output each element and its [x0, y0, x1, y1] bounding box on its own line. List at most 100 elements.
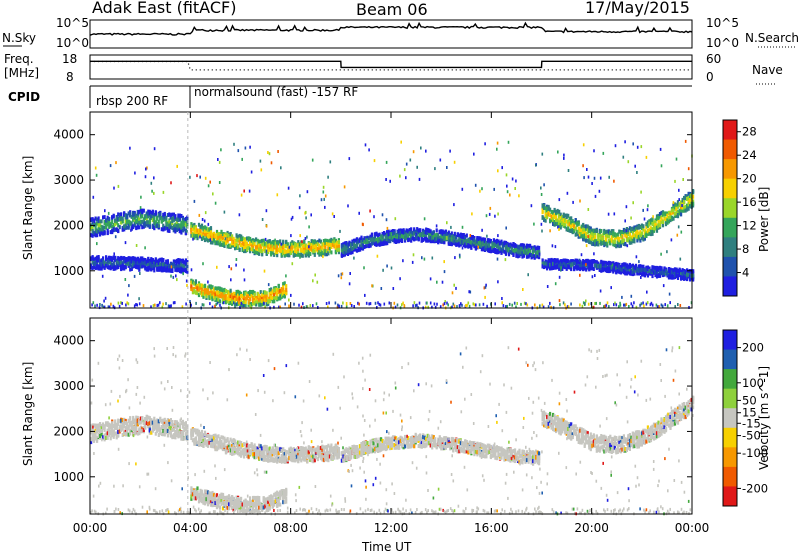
- power-cell: [277, 150, 279, 153]
- power-cell: [286, 245, 289, 250]
- power-cell: [616, 266, 619, 270]
- power-cell: [676, 212, 680, 217]
- power-cell: [194, 279, 197, 284]
- power-cell: [172, 224, 175, 229]
- power-cell: [399, 230, 402, 235]
- power-cell: [603, 241, 606, 246]
- power-cell: [530, 204, 533, 208]
- power-cell: [255, 237, 258, 242]
- power-cell: [194, 290, 197, 295]
- power-cell: [264, 241, 267, 246]
- power-cell: [449, 239, 452, 244]
- power-cell: [208, 295, 211, 300]
- power-cell: [554, 245, 557, 249]
- power-cell: [224, 232, 228, 237]
- power-cell: [221, 232, 225, 237]
- power-cell: [193, 233, 196, 238]
- power-cell: [559, 259, 562, 264]
- power-cell: [199, 231, 202, 236]
- power-cell: [226, 296, 229, 301]
- power-cell: [171, 268, 174, 273]
- power-cell: [546, 206, 549, 211]
- power-cell: [444, 300, 446, 304]
- power-cell: [543, 205, 546, 210]
- power-cell: [300, 247, 303, 252]
- power-cell: [632, 142, 634, 146]
- power-cell: [212, 291, 216, 296]
- power-cell: [306, 245, 309, 250]
- power-cell: [232, 243, 235, 248]
- power-cell: [628, 226, 631, 231]
- power-cell: [252, 243, 255, 248]
- power-cell: [387, 229, 390, 234]
- power-cell: [290, 217, 293, 221]
- power-cell: [109, 164, 112, 168]
- power-cell: [637, 231, 640, 236]
- power-cell: [486, 234, 488, 238]
- power-cell: [243, 294, 246, 299]
- power-cell: [208, 284, 211, 289]
- power-cell: [512, 253, 515, 257]
- power-cell: [238, 301, 240, 305]
- power-cell: [645, 222, 648, 227]
- power-cell: [248, 189, 251, 193]
- power-cell: [351, 239, 354, 244]
- power-cell: [229, 288, 232, 293]
- power-cell: [136, 215, 139, 220]
- power-cell: [268, 288, 271, 292]
- power-cell: [123, 224, 126, 229]
- power-cell: [233, 142, 235, 146]
- power-cell: [574, 265, 577, 270]
- power-cell: [622, 227, 625, 232]
- power-cell: [449, 242, 452, 246]
- power-cell: [343, 250, 346, 255]
- power-cell: [692, 269, 695, 274]
- power-cell: [592, 239, 595, 244]
- power-cell: [132, 256, 135, 261]
- power-cell: [214, 286, 217, 291]
- power-cell: [676, 274, 680, 278]
- power-cell: [185, 302, 187, 306]
- power-cell: [194, 227, 197, 232]
- nsky-tick-top: 10^5: [56, 16, 89, 30]
- power-cell: [393, 238, 396, 242]
- power-cell: [474, 242, 477, 247]
- power-cell: [220, 234, 223, 239]
- power-cell: [643, 268, 646, 272]
- power-cell: [651, 267, 654, 272]
- power-cell: [449, 149, 451, 153]
- power-cell: [642, 224, 645, 229]
- power-cell: [360, 237, 363, 241]
- power-cell: [168, 212, 171, 217]
- power-cell: [619, 231, 622, 236]
- power-cell: [488, 247, 491, 252]
- power-cell: [104, 296, 107, 300]
- power-cell: [571, 259, 574, 264]
- power-cell: [191, 287, 194, 292]
- power-cell: [373, 215, 375, 219]
- power-cell: [450, 237, 453, 242]
- nsky-label: N.Sky: [2, 31, 36, 45]
- power-cell: [224, 296, 228, 301]
- power-cell: [579, 264, 582, 269]
- power-cell: [261, 241, 264, 246]
- power-cell: [117, 228, 120, 233]
- power-cell: [209, 240, 213, 245]
- power-cell: [659, 147, 662, 151]
- power-cell: [567, 213, 570, 218]
- power-cell: [308, 225, 310, 229]
- power-cell: [619, 270, 622, 275]
- power-cell: [118, 217, 121, 222]
- power-cell: [228, 233, 231, 238]
- power-cell: [401, 234, 404, 239]
- power-cell: [258, 243, 261, 248]
- power-cell: [670, 273, 674, 278]
- power-cell: [566, 191, 569, 195]
- power-cell: [276, 288, 279, 292]
- power-cell: [507, 247, 511, 252]
- power-cell: [130, 267, 133, 271]
- power-cell: [651, 220, 654, 225]
- power-cell: [253, 292, 256, 297]
- power-cell: [230, 267, 233, 271]
- power-cell: [600, 241, 603, 246]
